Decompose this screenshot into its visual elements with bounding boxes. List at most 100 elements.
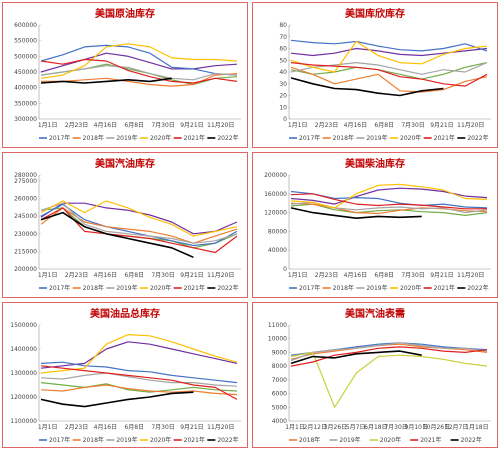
chart-svg: 美国原油库存 300000 350000 400000 450000 500000 5500…: [14, 7, 241, 142]
legend-label: 2017年: [49, 134, 70, 142]
legend-label: 2022年: [217, 284, 238, 292]
legend-label: 2019年: [116, 134, 137, 142]
y-tick-label: 450000: [14, 69, 37, 76]
series-line: [290, 193, 487, 210]
legend-label: 2022年: [461, 436, 482, 444]
series-line: [290, 77, 444, 97]
legend-label: 2021年: [420, 436, 441, 444]
x-tick-label: 2月23日: [315, 272, 338, 279]
x-tick-label: 9月21日: [430, 122, 453, 129]
legend-label: 2018年: [83, 284, 104, 292]
chart-title: 美国汽油表需: [345, 307, 405, 320]
x-tick-label: 6月8日: [124, 272, 144, 279]
legend-label: 2019年: [116, 436, 137, 444]
chart-svg: 美国汽油库存 200000 215000 230000 245000 260000 2750…: [14, 157, 241, 292]
series-line: [40, 202, 238, 244]
chart-panel-gasoline-demand: 美国汽油表需 4000 5000 6000 7000 8000 9000 10000 11000…: [252, 302, 498, 448]
y-tick-label: 7000: [272, 377, 287, 384]
chart-panel-total-oil-inventory: 美国油品总库存 1100000 1200000 1300000 1400000 15000…: [2, 302, 248, 448]
legend-label: 2017年: [299, 284, 320, 292]
legend-label: 2018年: [333, 284, 354, 292]
y-tick-label: 10000: [268, 336, 287, 343]
y-tick-label: 40000: [268, 247, 287, 254]
legend-label: 2020年: [380, 436, 401, 444]
legend-label: 2019年: [116, 284, 137, 292]
legend-label: 2018年: [299, 436, 320, 444]
chart-svg: 美国柴油库存 0 40000 80000 120000 160000 200000 1月1日 2…: [264, 157, 491, 292]
series-line: [290, 39, 488, 52]
chart-svg: 美国汽油表需 4000 5000 6000 7000 8000 9000 10000 11000…: [268, 307, 491, 444]
x-tick-label: 7月30日: [401, 122, 424, 129]
series-line: [290, 40, 488, 73]
y-tick-label: 40: [279, 69, 287, 76]
series-line: [40, 77, 172, 84]
series-line: [290, 350, 422, 365]
legend-label: 2017年: [49, 284, 70, 292]
legend-label: 2019年: [366, 284, 387, 292]
legend-label: 2021年: [434, 284, 455, 292]
series-line: [40, 372, 238, 387]
series-line-unlabeled: [290, 47, 488, 57]
x-tick-label: 4月16日: [94, 122, 117, 129]
series-line: [40, 207, 238, 244]
legend-label: 2022年: [467, 134, 488, 142]
y-tick-label: 8000: [272, 363, 287, 370]
y-tick-label: 275000: [14, 178, 37, 185]
y-tick-label: 30: [279, 81, 287, 88]
x-tick-label: 9月21日: [430, 272, 453, 279]
y-tick-label: 400000: [14, 85, 37, 92]
y-tick-label: 260000: [14, 196, 37, 203]
series-line: [40, 361, 238, 384]
legend-label: 2022年: [217, 134, 238, 142]
chart-title: 美国汽油库存: [95, 157, 155, 170]
series-line: [40, 391, 194, 408]
x-tick-label: 1月1日: [38, 122, 58, 129]
x-tick-label: 6月8日: [374, 272, 394, 279]
x-tick-label: 9月21日: [180, 272, 203, 279]
legend-label: 2021年: [184, 134, 205, 142]
y-tick-label: 1200000: [10, 394, 37, 401]
x-tick-label: 4月16日: [94, 424, 117, 431]
y-tick-label: 280000: [14, 172, 37, 179]
x-tick-label: 4月16日: [344, 272, 367, 279]
legend-label: 2021年: [184, 284, 205, 292]
legend-label: 2022年: [217, 436, 238, 444]
series-line: [40, 365, 238, 400]
legend-label: 2020年: [150, 436, 171, 444]
x-tick-label: 11月20日: [207, 122, 234, 129]
y-tick-label: 0: [283, 266, 287, 273]
legend-label: 2019年: [366, 134, 387, 142]
y-tick-label: 1300000: [10, 370, 37, 377]
chart-title: 美国库欣库存: [345, 7, 405, 20]
x-tick-label: 1月18日: [465, 424, 488, 431]
x-tick-label: 1月1日: [288, 122, 308, 129]
legend-label: 2020年: [150, 284, 171, 292]
x-tick-label: 2月23日: [65, 272, 88, 279]
chart-svg: 美国库欣库存 0 10 20 30 40 50 60 70 80 1月1日 2月23日 4月16日 6月8…: [279, 7, 491, 142]
y-tick-label: 215000: [14, 248, 37, 255]
legend-label: 2017年: [49, 436, 70, 444]
y-tick-label: 4000: [272, 418, 287, 425]
x-tick-label: 7月30日: [151, 424, 174, 431]
y-tick-label: 60: [279, 46, 287, 53]
x-tick-label: 3月26日: [324, 424, 347, 431]
y-tick-label: 230000: [14, 231, 37, 238]
x-tick-label: 11月20日: [457, 122, 484, 129]
y-tick-label: 0: [283, 116, 287, 123]
y-tick-label: 1500000: [10, 322, 37, 329]
x-tick-label: 1月1日: [288, 272, 308, 279]
y-tick-label: 80000: [268, 228, 287, 235]
series-line: [40, 44, 238, 76]
series-line: [290, 183, 488, 209]
series-line: [290, 342, 488, 362]
y-tick-label: 20: [279, 93, 287, 100]
y-tick-label: 80: [279, 22, 287, 29]
series-line: [40, 65, 238, 81]
y-tick-label: 9000: [272, 349, 287, 356]
chart-svg: 美国油品总库存 1100000 1200000 1300000 1400000 15000…: [10, 307, 241, 444]
y-tick-label: 50: [279, 57, 287, 64]
chart-title: 美国柴油库存: [345, 157, 405, 170]
series-line: [290, 62, 488, 87]
x-tick-label: 4月16日: [94, 272, 117, 279]
x-tick-label: 1月1日: [38, 424, 58, 431]
